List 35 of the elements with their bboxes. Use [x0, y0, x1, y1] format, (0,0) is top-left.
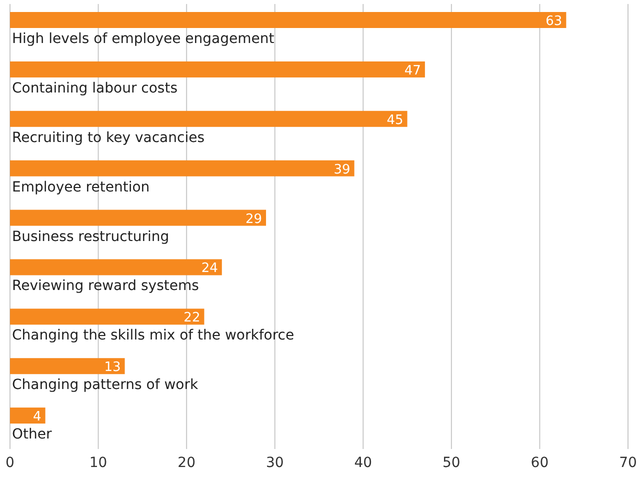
data-label: 45 [386, 112, 404, 128]
data-label: 24 [201, 261, 218, 276]
y-tick-label: Containing labour costs [12, 80, 178, 96]
x-tick-label: 40 [354, 454, 372, 471]
y-tick-label: Changing the skills mix of the workforce [12, 328, 294, 344]
bar [10, 308, 204, 325]
bar [10, 358, 125, 374]
data-label: 47 [404, 63, 421, 78]
bar [10, 61, 425, 78]
bar [10, 259, 222, 276]
x-tick-label: 20 [178, 454, 196, 471]
y-tick-label: Reviewing reward systems [12, 278, 199, 294]
bar [10, 408, 46, 424]
y-tick-label: Business restructuring [12, 228, 170, 245]
x-tick-label: 30 [266, 454, 284, 471]
bar [10, 160, 354, 176]
data-label: 29 [245, 212, 262, 227]
x-tick-label: 50 [442, 454, 460, 471]
bar [10, 12, 566, 28]
y-tick-label: Recruiting to key vacancies [12, 130, 204, 146]
y-tick-label: Changing patterns of work [12, 377, 199, 394]
data-label: 63 [546, 14, 562, 29]
data-label: 13 [104, 360, 121, 376]
data-label: 4 [33, 410, 42, 425]
y-tick-label: Other [12, 426, 52, 443]
x-tick-label: 0 [6, 454, 14, 471]
y-tick-label: Employee retention [12, 179, 150, 196]
bar [10, 210, 266, 226]
x-tick-label: 60 [530, 454, 549, 471]
data-label: 39 [334, 162, 350, 178]
data-label: 22 [184, 310, 200, 326]
x-tick-label: 70 [619, 454, 637, 471]
y-tick-label: High levels of employee engagement [12, 31, 275, 47]
bar [10, 110, 408, 127]
x-tick-label: 10 [89, 454, 108, 471]
